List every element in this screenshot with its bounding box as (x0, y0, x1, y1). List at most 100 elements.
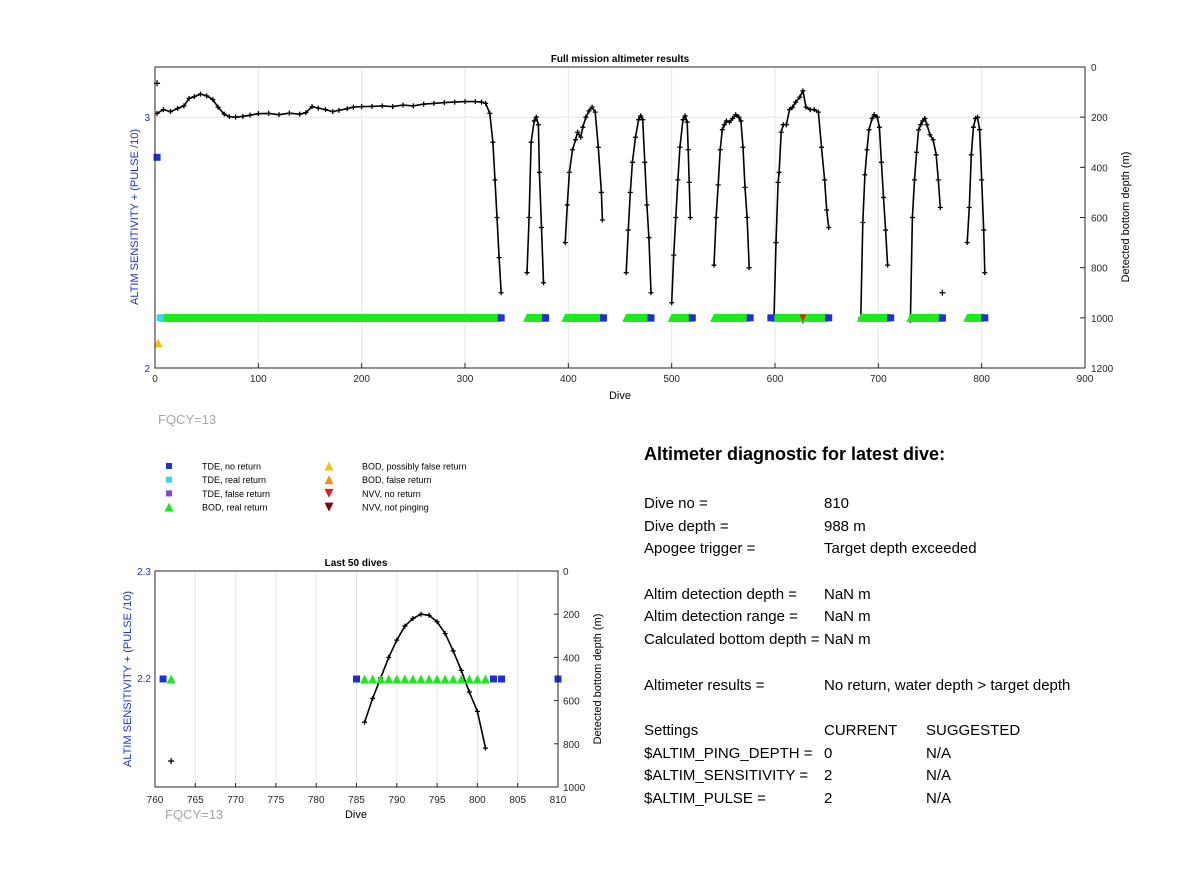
bottom-depth-point (452, 99, 458, 105)
ping-depth-current: 0 (824, 744, 833, 762)
detection-range-label: Altim detection range = (644, 608, 798, 626)
bottom-depth-point (682, 113, 688, 119)
tde-real-return-marker (156, 314, 164, 322)
full-mission-right-ticks: 0 200 400 600 800 1000 1200 (1080, 63, 1114, 375)
bod-real-return-marker (360, 674, 370, 684)
last-50-left-tick-2-3: 2.3 (137, 567, 151, 578)
bottom-depth-point (687, 215, 693, 220)
right-tick-label: 400 (1091, 163, 1108, 174)
bottom-depth-point (876, 124, 882, 130)
tde-no-return-marker (490, 675, 498, 683)
detection-range-row: Altim detection range = NaN m (644, 608, 1114, 631)
bottom-depth-point (462, 99, 468, 105)
bottom-depth-point (933, 152, 939, 158)
pulse-current: 2 (824, 789, 833, 807)
bottom-depth-point (671, 252, 677, 258)
sensitivity-suggested: N/A (926, 767, 952, 785)
dive-depth-row: Dive depth = 988 m (644, 518, 1114, 541)
ping-depth-suggested: N/A (926, 744, 952, 762)
last-50-dives-chart: 760 765 770 775 780 785 790 795 800 805 810 0 200 40… (122, 558, 604, 821)
bottom-depth-point (431, 100, 437, 106)
bottom-depth-point (535, 122, 541, 128)
bottom-depth-point (800, 88, 806, 94)
bottom-depth-point (474, 708, 480, 714)
bod-real-return-marker (875, 313, 884, 322)
bod-real-return-marker (628, 313, 637, 322)
legend-label: TDE, no return (202, 462, 261, 472)
legend-square-marker (166, 490, 172, 497)
bottom-depth-point (860, 220, 866, 226)
last-50-fqcy-label: FQCY=13 (165, 807, 224, 822)
bottom-depth-point (168, 109, 173, 115)
bottom-depth-point (979, 177, 985, 183)
bod-real-return-marker (728, 313, 737, 322)
bottom-depth-point (562, 240, 568, 246)
bod-real-return-marker (475, 313, 484, 322)
bottom-depth-point (966, 204, 972, 210)
bod-real-return-marker (432, 313, 441, 322)
x-tick-label: 795 (429, 795, 446, 806)
bottom-depth-point (573, 137, 579, 143)
bod-real-return-marker (567, 313, 576, 322)
full-mission-chart: 0 100 200 300 400 500 600 700 800 900 0 200 400 600 8… (129, 54, 1132, 402)
x-tick-label: 805 (509, 795, 526, 806)
right-tick-label: 200 (563, 610, 580, 621)
bottom-depth-point (686, 179, 692, 185)
x-tick-label: 0 (152, 374, 158, 385)
bottom-depth-point (642, 159, 648, 165)
tde-no-return-marker (981, 314, 989, 322)
right-tick-label: 0 (563, 567, 569, 578)
bod-real-return-marker (392, 674, 402, 684)
bottom-depth-line (713, 113, 750, 268)
bod-real-return-marker (196, 313, 205, 322)
bod-real-return-marker (413, 313, 422, 322)
calculated-depth-label: Calculated bottom depth = (644, 631, 820, 649)
bottom-depth-point (627, 189, 633, 195)
altimeter-diagnostic-panel: Altimeter diagnostic for latest dive: Di… (644, 444, 1114, 813)
suggested-header: SUGGESTED (926, 721, 1021, 739)
bottom-depth-point (684, 119, 690, 125)
bottom-depth-point (862, 172, 868, 178)
bod-real-return-marker (481, 313, 490, 322)
full-mission-left-tick-2: 2 (144, 364, 150, 375)
right-tick-label: 1000 (563, 783, 586, 794)
full-mission-fqcy-label: FQCY=13 (158, 412, 217, 427)
bottom-depth-point (713, 215, 719, 220)
bod-real-return-marker (456, 674, 466, 684)
bottom-depth-point (826, 225, 832, 231)
bod-real-return-marker (918, 313, 927, 322)
bottom-depth-point (640, 117, 646, 123)
bod-real-return-marker (592, 313, 601, 322)
x-tick-label: 785 (348, 795, 365, 806)
bottom-depth-point (580, 124, 586, 130)
legend-label: BOD, real return (202, 503, 268, 513)
legend-label: NVV, not pinging (362, 503, 429, 513)
results-row: Altimeter results = No return, water dep… (644, 677, 1114, 700)
bottom-depth-point (204, 93, 210, 99)
bottom-depth-point (418, 611, 424, 617)
bottom-depth-point (379, 103, 385, 109)
bottom-depth-point (723, 118, 729, 124)
bottom-depth-point (297, 111, 303, 117)
bod-real-return-marker (326, 313, 335, 322)
bod-real-return-marker (912, 313, 921, 322)
pulse-label: $ALTIM_PULSE = (644, 789, 766, 807)
bod-real-return-marker (376, 313, 385, 322)
full-mission-title: Full mission altimeter results (551, 54, 690, 65)
right-tick-label: 400 (563, 653, 580, 664)
x-tick-label: 100 (250, 374, 267, 385)
bottom-depth-point (881, 194, 886, 200)
bottom-depth-point (309, 104, 315, 110)
bottom-depth-point (775, 179, 781, 185)
bod-real-return-band (860, 313, 891, 322)
dive-no-value: 810 (824, 495, 850, 512)
x-tick-label: 600 (767, 374, 784, 385)
bod-real-return-marker (400, 674, 410, 684)
bottom-depth-point (673, 215, 679, 220)
sensitivity-label: $ALTIM_SENSITIVITY = (644, 767, 809, 785)
bottom-depth-point (740, 144, 746, 150)
bottom-depth-point (303, 110, 309, 116)
pulse-suggested: N/A (926, 789, 952, 807)
ping-depth-label: $ALTIM_PING_DEPTH = (644, 744, 813, 762)
bottom-depth-point (233, 114, 239, 120)
